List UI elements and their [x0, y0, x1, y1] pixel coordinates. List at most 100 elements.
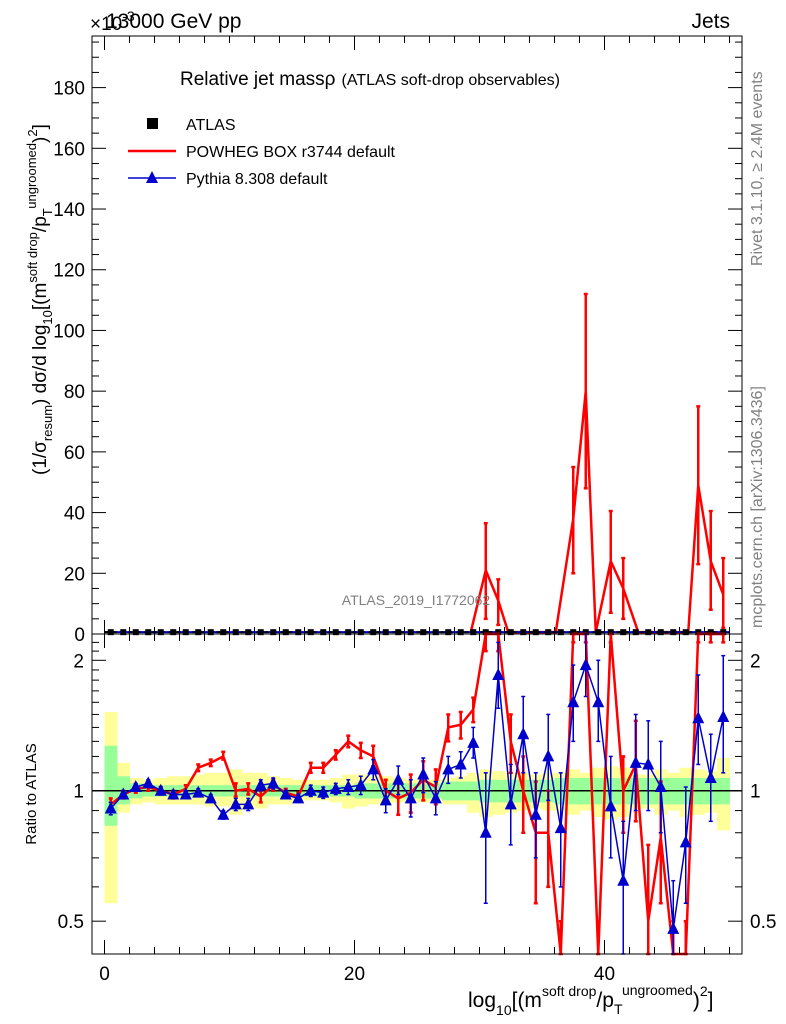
atlas-point: [695, 629, 702, 636]
ylabel-part: ]: [30, 124, 51, 129]
atlas-point: [445, 629, 452, 636]
atlas-point: [657, 629, 664, 636]
pythia-ratio-marker: [592, 695, 605, 708]
pythia-ratio-marker: [692, 711, 705, 724]
atlas-point: [670, 629, 677, 636]
pythia-ratio-marker: [304, 783, 317, 796]
atlas-point: [382, 629, 389, 636]
atlas-point: [332, 629, 339, 636]
atlas-point: [170, 629, 177, 636]
atlas-point: [632, 629, 639, 636]
atlas-point: [220, 629, 227, 636]
y-tick-label: 20: [64, 564, 85, 585]
pythia-ratio-marker: [129, 780, 142, 793]
xlabel-part: ): [693, 989, 700, 1012]
atlas-point: [120, 629, 127, 636]
ylabel-sub: 10: [40, 310, 55, 324]
pythia-ratio-marker: [704, 771, 717, 784]
pythia-ratio-marker: [517, 727, 530, 740]
pythia-ratio-marker: [354, 778, 367, 791]
pythia-ratio-marker: [504, 797, 517, 810]
multiplier-base: ×10: [90, 14, 122, 35]
atlas-point: [357, 629, 364, 636]
pythia-ratio-marker: [629, 755, 642, 768]
y-tick-label: 140: [53, 200, 85, 221]
ylabel-part: (1/σ: [30, 441, 51, 475]
pythia-ratio-marker: [542, 749, 555, 762]
pythia-ratio-marker: [342, 780, 355, 793]
pythia-ratio-marker: [717, 709, 730, 722]
atlas-point: [370, 629, 377, 636]
pythia-ratio-marker: [567, 695, 580, 708]
pythia-ratio-marker: [267, 776, 280, 789]
xlabel-sup: soft drop: [542, 983, 597, 999]
rivet-label: Rivet 3.1.10, ≥ 2.4M events: [749, 71, 766, 266]
atlas-point: [295, 629, 302, 636]
ratio-y-tick-label: 1: [73, 782, 84, 803]
pythia-ratio-marker: [142, 776, 155, 789]
ratio-y-tick-label-right: 0.5: [750, 912, 776, 933]
multiplier-exponent: -3: [122, 8, 135, 24]
atlas-point: [707, 629, 714, 636]
atlas-point: [432, 629, 439, 636]
main-title: Relative jet massρ (ATLAS soft-drop obser…: [180, 69, 560, 90]
atlas-point: [307, 629, 314, 636]
pythia-ratio-marker: [292, 791, 305, 804]
pythia-ratio-marker: [204, 791, 217, 804]
atlas-point: [320, 629, 327, 636]
atlas-point: [557, 629, 564, 636]
atlas-point: [582, 629, 589, 636]
main-panel: 0 20 40 60 80 100 120 140 160 180 Relative jet ma…: [24, 35, 743, 646]
legend: ATLAS POWHEG BOX r3744 default Pythia 8.30…: [128, 117, 396, 188]
process-label: Jets: [691, 10, 730, 33]
atlas-point: [257, 629, 264, 636]
pythia-ratio-marker: [217, 807, 230, 820]
pythia-ratio-marker: [604, 799, 617, 812]
ylabel-part: [(m: [30, 283, 51, 310]
atlas-point: [270, 629, 277, 636]
pythia-ratio-marker: [454, 757, 467, 770]
pythia-ratio-marker: [229, 797, 242, 810]
pythia-ratio-marker: [679, 835, 692, 848]
energy-label: 13000 GeV pp: [106, 10, 241, 33]
y-tick-label: 180: [53, 79, 85, 100]
atlas-point: [470, 629, 477, 636]
pythia-ratio-marker: [329, 781, 342, 794]
pythia-ratio-marker: [317, 785, 330, 798]
x-axis-label: log10[(msoft drop/pTungroomed)2]: [468, 982, 713, 1018]
powheg-line: [469, 391, 725, 634]
mcplots-label: mcplots.cern.ch [arXiv:1306.3436]: [749, 386, 766, 628]
atlas-point: [545, 629, 552, 636]
ratio-axes: 0.5 0.51 12 20 20 40: [58, 634, 776, 985]
xlabel-sup: ungroomed: [622, 982, 693, 998]
atlas-point: [407, 629, 414, 636]
y-tick-label: 40: [64, 504, 85, 525]
legend-entry-label: ATLAS: [186, 117, 236, 134]
pythia-ratio-marker: [529, 807, 542, 820]
atlas-point: [507, 629, 514, 636]
xlabel-sub: T: [614, 1001, 623, 1017]
xlabel-part: [(m: [512, 989, 542, 1012]
ratio-y-tick-label: 0.5: [58, 912, 84, 933]
main-y-label: (1/σresum) dσ/d log10[(msoft drop/pTungr…: [24, 124, 55, 475]
atlas-point: [282, 629, 289, 636]
ratio-y-tick-label: 2: [73, 651, 84, 672]
pythia-ratio-marker: [242, 797, 255, 810]
y-tick-label: 0: [74, 625, 85, 646]
legend-pythia-marker: [146, 171, 158, 183]
ylabel-sup: ungroomed: [24, 143, 39, 209]
pythia-ratio-marker: [467, 735, 480, 748]
y-tick-label: 60: [64, 443, 85, 464]
atlas-point: [682, 629, 689, 636]
pythia-ratio-marker: [642, 757, 655, 770]
legend-atlas-marker: [147, 118, 158, 129]
atlas-point: [207, 629, 214, 636]
atlas-point: [720, 629, 727, 636]
ylabel-sub: resum: [40, 405, 55, 441]
pythia-ratio-marker: [167, 787, 180, 800]
pythia-ratio-marker: [404, 791, 417, 804]
ylabel-part: ) dσ/d log: [30, 325, 51, 405]
analysis-id: ATLAS_2019_I1772062: [342, 592, 491, 608]
atlas-point: [595, 629, 602, 636]
